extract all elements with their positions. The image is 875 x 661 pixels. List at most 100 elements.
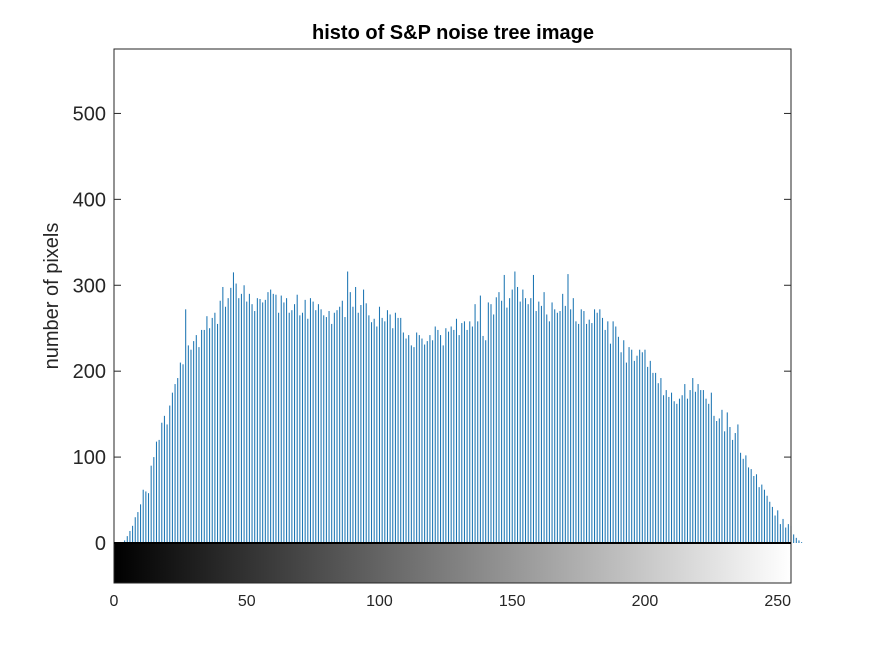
histogram-bar [347,271,349,543]
x-tick-label: 150 [499,593,526,610]
histogram-bar [591,323,593,543]
histogram-bar [657,383,659,543]
histogram-bar [251,304,253,543]
histogram-bar [724,431,726,543]
histogram-bar [413,347,415,543]
histogram-bar [270,289,272,543]
histogram-bar [421,338,423,543]
histogram-bar [294,304,296,543]
histogram-bar [315,310,317,543]
histogram-bar [567,274,569,543]
histogram-bar [469,321,471,543]
histogram-bar [209,328,211,543]
histogram-bar [150,465,152,543]
histogram-bar [718,418,720,543]
histogram-bar [232,272,234,543]
histogram-bar [309,298,311,543]
histogram-bar [291,310,293,543]
histogram-bar [745,455,747,543]
histogram-bar [601,317,604,543]
histogram-bar [498,292,500,543]
histogram-bar [392,328,394,543]
histogram-bar [644,349,646,543]
histogram-bar [705,398,707,543]
histogram-bar [747,467,750,543]
histogram-bar [641,352,643,543]
histogram-bar [286,298,288,543]
histogram-bar [405,338,407,543]
histogram-bar [169,405,171,543]
histogram-bar [482,335,484,543]
y-tick-label: 500 [73,103,106,125]
histogram-bar [190,349,192,543]
x-tick-label: 100 [366,593,393,610]
histogram-bar [527,304,529,543]
y-tick-label: 300 [73,275,106,297]
histogram-bar [426,341,428,543]
axes-background [114,49,791,543]
histogram-bar [652,372,654,543]
histogram-bar [187,345,189,543]
histogram-bar [594,309,596,543]
histogram-bar [609,343,611,543]
histogram-bar [586,323,588,543]
histogram-bar [283,302,285,543]
histogram-bar [198,347,200,543]
histogram-bar [248,293,250,543]
histogram-bar [678,398,681,543]
histogram-bar [551,302,553,543]
histogram-bar [440,335,442,543]
histogram-bar [299,315,301,543]
y-tick-label: 0 [95,533,106,555]
histogram-bar [397,317,399,543]
histogram-bar [740,452,742,543]
histogram-bar [235,283,237,543]
histogram-bar [660,378,662,543]
histogram-bar [511,289,513,543]
histogram-bar [655,372,657,543]
histogram-bar [339,306,341,543]
histogram-bar [710,392,712,543]
histogram-bar [418,335,420,543]
histogram-bar [532,274,534,543]
histogram-bar [779,524,781,543]
histogram-bar [416,332,418,543]
y-tick-label: 100 [73,447,106,469]
histogram-bar [490,304,492,543]
histogram-bar [583,311,585,543]
histogram-bar [742,458,744,543]
histogram-bar [763,489,765,543]
histogram-bar [352,306,354,543]
histogram-bar [543,292,545,543]
histogram-bar [633,360,635,543]
histogram-bar [381,317,383,543]
histogram-bar [697,384,699,543]
histogram-bar [771,506,773,543]
histogram-bar [145,491,147,543]
histogram-bar [604,329,606,543]
histogram-bar [798,540,800,543]
histogram-bar [503,274,505,543]
y-tick-label: 400 [73,189,106,211]
histogram-bar [572,298,574,543]
histogram-bar [317,304,319,543]
histogram-bar [713,415,715,543]
histogram-bar [702,390,704,543]
histogram-bar [402,332,404,543]
histogram-bar [647,366,649,543]
histogram-bar [177,378,179,543]
histogram-bar [686,398,688,543]
histogram-bar [323,315,325,543]
histogram-bar [174,384,176,543]
histogram-bar [801,542,803,543]
histogram-bar [729,427,731,543]
histogram-bar [517,286,519,543]
histogram-bar [222,286,224,543]
histogram-bar [463,321,465,543]
histogram-bar [217,323,219,543]
histogram-bar [336,310,338,543]
x-tick-label: 250 [764,593,791,610]
histogram-bar [570,309,572,543]
histogram-bar [370,322,373,543]
